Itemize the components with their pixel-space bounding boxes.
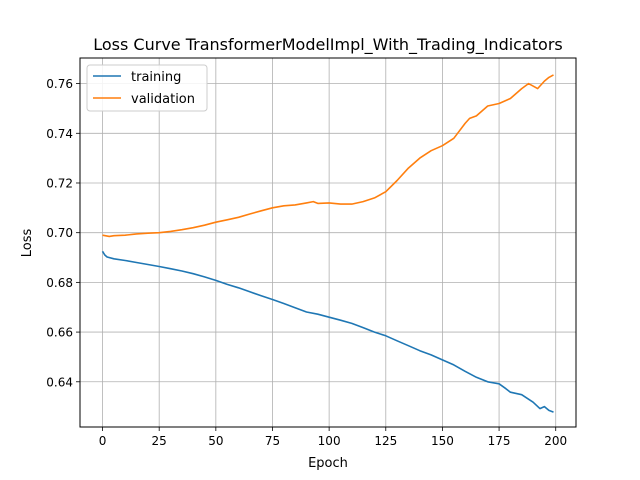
- series-line-training: [101, 250, 554, 413]
- series-line-validation: [102, 74, 554, 238]
- x-tick-label: 200: [544, 434, 567, 448]
- x-axis-ticks: 0 25 50 75 100 125 150 175 200: [99, 427, 567, 448]
- x-tick-label: 100: [318, 434, 341, 448]
- y-tick-label: 0.68: [46, 276, 73, 290]
- y-tick-label: 0.72: [46, 176, 73, 190]
- x-tick-label: 150: [431, 434, 454, 448]
- y-tick-label: 0.74: [46, 127, 73, 141]
- x-tick-label: 75: [265, 434, 280, 448]
- x-tick-label: 25: [152, 434, 167, 448]
- legend-label-validation: validation: [131, 92, 195, 107]
- x-tick-label: 0: [99, 434, 107, 448]
- y-tick-label: 0.64: [46, 375, 73, 389]
- series-layer: [101, 74, 554, 413]
- y-tick-label: 0.76: [46, 77, 73, 91]
- grid-lines: [80, 58, 576, 427]
- x-tick-label: 175: [488, 434, 511, 448]
- y-tick-label: 0.70: [46, 226, 73, 240]
- y-axis-label: Loss: [20, 229, 35, 258]
- plot-frame: [79, 57, 577, 428]
- y-axis-ticks: 0.64 0.66 0.68 0.70 0.72 0.74 0.76: [46, 77, 80, 389]
- legend-label-training: training: [131, 70, 181, 85]
- chart-title: Loss Curve TransformerModelImpl_With_Tra…: [93, 35, 563, 55]
- legend: training validation: [86, 64, 208, 112]
- x-tick-label: 125: [374, 434, 397, 448]
- x-tick-label: 50: [208, 434, 223, 448]
- x-axis-label: Epoch: [308, 456, 348, 471]
- y-tick-label: 0.66: [46, 326, 73, 340]
